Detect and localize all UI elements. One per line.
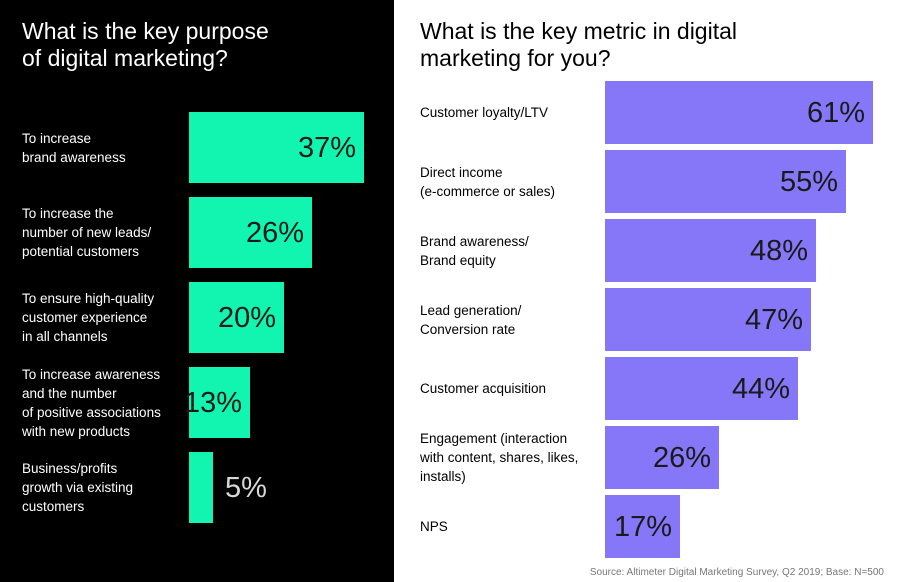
metric-category-label-1: Customer loyalty/LTV (420, 103, 600, 122)
left-title-line: of digital marketing? (22, 45, 228, 71)
right-title-line: marketing for you? (420, 45, 611, 71)
metric-value-label-4: 47% (744, 303, 803, 336)
metric-category-line: Conversion rate (420, 321, 516, 337)
purpose-value-label-4: 13% (183, 386, 242, 419)
metric-category-label-2: Direct income (e-commerce or sales) (420, 163, 600, 201)
purpose-bar-3 (189, 282, 284, 353)
purpose-bar-5 (189, 452, 213, 523)
left-chart-panel: What is the key purpose of digital market… (0, 0, 394, 582)
metric-bar-1 (605, 81, 873, 144)
purpose-bar-1 (189, 112, 364, 183)
metric-category-line: Engagement (interaction (420, 431, 568, 446)
purpose-category-label-4: To increase awareness and the number of po… (22, 365, 182, 441)
metric-category-line: with content, shares, likes, (420, 450, 579, 465)
metric-value-label-1: 61% (806, 96, 865, 129)
metric-category-line: Brand equity (420, 252, 496, 268)
purpose-category-line: growth via existing (22, 480, 134, 495)
metric-bar-4 (605, 288, 811, 351)
metric-category-line: Customer acquisition (420, 381, 547, 396)
metric-category-line: Customer loyalty/LTV (420, 105, 549, 120)
metric-category-line: Lead generation/ (420, 302, 522, 318)
purpose-category-label-1: To increase brand awareness (22, 129, 182, 167)
right-title-line: What is the key metric in digital (420, 18, 738, 44)
purpose-category-line: To ensure high-quality (22, 291, 155, 306)
metric-category-label-6: Engagement (interaction with content, sha… (420, 429, 600, 486)
purpose-category-line: To increase (22, 130, 92, 146)
purpose-value-label-5: 5% (225, 471, 267, 504)
purpose-category-line: To increase awareness (22, 366, 161, 382)
metric-bar-5 (605, 357, 798, 420)
metric-value-label-5: 44% (731, 372, 790, 405)
purpose-category-line: To increase the (22, 206, 114, 221)
metric-bar-3 (605, 219, 816, 282)
metric-category-line: Direct income (420, 164, 503, 180)
purpose-category-line: customers (22, 499, 85, 514)
metric-value-label-6: 26% (652, 441, 711, 474)
metric-category-line: (e-commerce or sales) (420, 183, 556, 199)
right-chart-title: What is the key metric in digital marketi… (420, 18, 840, 72)
right-chart-panel: What is the key metric in digital marketi… (394, 0, 898, 582)
purpose-bar-4 (189, 367, 250, 438)
purpose-value-label-1: 37% (297, 131, 356, 164)
purpose-bar-2 (189, 197, 312, 268)
purpose-category-line: and the number (22, 385, 117, 401)
purpose-category-label-2: To increase the number of new leads/poten… (22, 204, 182, 261)
metric-bar-6 (605, 426, 719, 489)
metric-bar-7 (605, 495, 680, 558)
metric-category-label-7: NPS (420, 517, 600, 536)
left-chart-title: What is the key purpose of digital market… (22, 18, 352, 72)
metric-value-label-3: 48% (749, 234, 808, 267)
source-note: Source: Altimeter Digital Marketing Surv… (589, 567, 884, 578)
left-title-line: What is the key purpose (22, 18, 269, 44)
purpose-category-line: potential customers (22, 244, 140, 259)
purpose-value-label-2: 26% (245, 216, 304, 249)
purpose-category-label-3: To ensure high-quality customer experienc… (22, 289, 182, 346)
metric-category-label-4: Lead generation/Conversion rate (420, 301, 600, 339)
purpose-category-line: in all channels (22, 329, 108, 344)
purpose-category-line: brand awareness (22, 149, 126, 165)
purpose-category-line: number of new leads/ (22, 225, 152, 240)
metric-category-line: installs) (420, 469, 466, 484)
metric-category-label-3: Brand awareness/Brand equity (420, 232, 600, 270)
metric-value-label-2: 55% (779, 165, 838, 198)
metric-category-label-5: Customer acquisition (420, 379, 600, 398)
purpose-category-line: with new products (22, 423, 131, 439)
metric-category-line: Brand awareness/ (420, 233, 529, 249)
purpose-category-line: of positive associations (22, 404, 161, 420)
metric-value-label-7: 17% (613, 510, 672, 543)
purpose-category-line: Business/profits (22, 461, 118, 476)
purpose-category-label-5: Business/profits growth via existing custo… (22, 459, 182, 516)
metric-bar-2 (605, 150, 846, 213)
purpose-category-line: customer experience (22, 310, 148, 325)
metric-category-line: NPS (420, 519, 448, 534)
purpose-value-label-3: 20% (217, 301, 276, 334)
